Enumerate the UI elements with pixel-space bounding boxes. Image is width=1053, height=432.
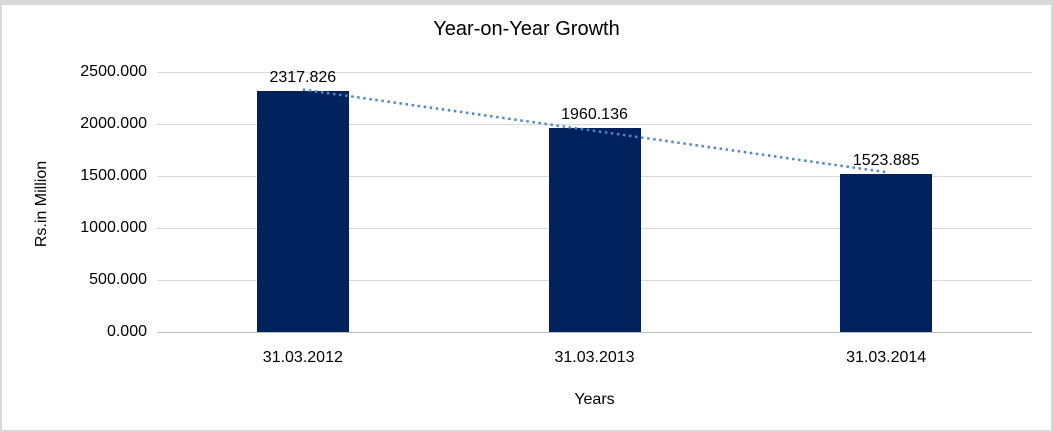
- y-tick-label: 0.000: [106, 323, 147, 340]
- bar-31.03.2013: [548, 128, 641, 332]
- bar-value-label: 1960.136: [561, 106, 628, 124]
- x-tick-label: 31.03.2012: [262, 349, 343, 366]
- x-tick-label: 31.03.2013: [554, 349, 635, 366]
- bar-value-label: 2317.826: [269, 68, 337, 86]
- bar-31.03.2012: [256, 90, 349, 332]
- y-tick-label: 1000.000: [80, 219, 147, 236]
- x-axis-title: Years: [574, 391, 615, 408]
- x-axis-tick-labels: 31.03.2012 31.03.2013 31.03.2014: [157, 349, 1032, 371]
- x-axis-line: [157, 332, 1032, 333]
- gridline: [157, 72, 1032, 73]
- y-tick-label: 2500.000: [80, 63, 147, 80]
- y-tick-label: 500.000: [89, 271, 147, 288]
- bar-31.03.2014: [840, 173, 933, 332]
- trendline: [302, 88, 887, 174]
- y-axis-tick-labels: 0.000 500.000 1000.000 1500.000 2000.000 2500…: [2, 63, 147, 340]
- x-tick-label: 31.03.2014: [846, 349, 927, 366]
- y-tick-label: 1500.000: [80, 167, 147, 184]
- y-tick-label: 2000.000: [80, 115, 147, 132]
- plot-area: 2317.826 1960.136 1523.885: [157, 68, 1032, 333]
- chart-title: Year-on-Year Growth: [433, 18, 620, 40]
- bar-value-label: 1523.885: [852, 151, 920, 169]
- gridline: [157, 124, 1032, 125]
